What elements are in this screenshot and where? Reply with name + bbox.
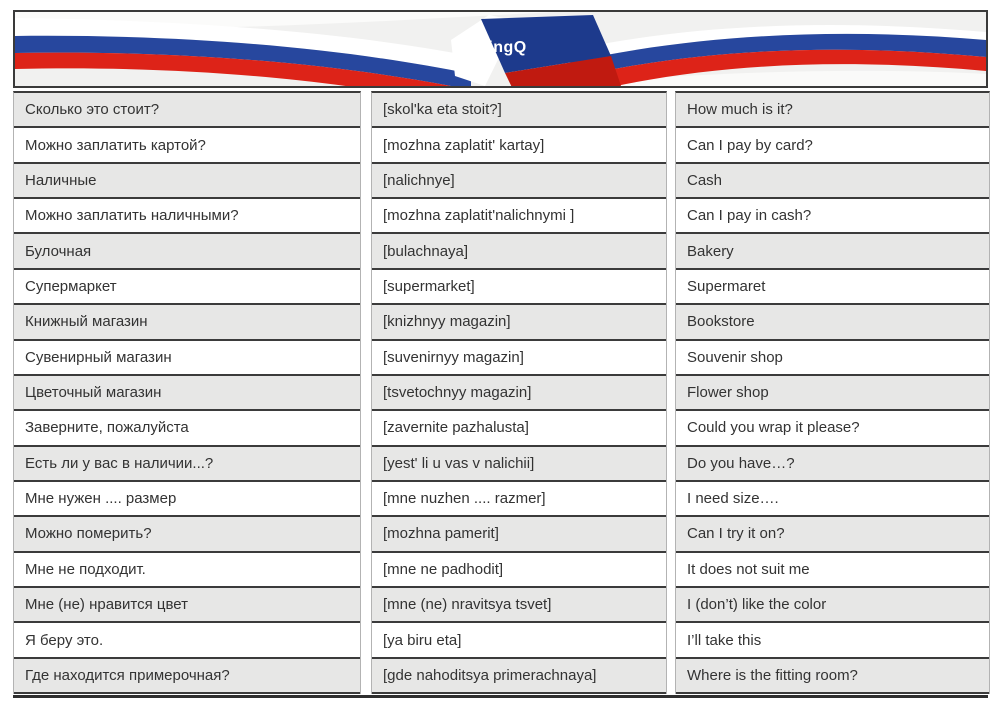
english-cell: Can I pay by card? bbox=[676, 128, 989, 164]
russian-cell: Супермаркет bbox=[14, 269, 360, 306]
russian-cell: Можно заплатить картой? bbox=[14, 128, 360, 164]
transliteration-cell: [nalichnye] bbox=[372, 163, 666, 200]
russian-cell: Я беру это. bbox=[14, 623, 360, 659]
transliteration-cell: [zavernite pazhalusta] bbox=[372, 411, 666, 447]
phrase-sheet-page: LingQ Сколько это стоит? Можно заплатить … bbox=[13, 10, 990, 698]
transliteration-cell: [ya biru eta] bbox=[372, 623, 666, 659]
russian-cell: Заверните, пожалуйста bbox=[14, 411, 360, 447]
russian-cell: Мне нужен .... размер bbox=[14, 481, 360, 518]
transliteration-cell: [yest' li u vas v nalichii] bbox=[372, 446, 666, 482]
english-cell: Souvenir shop bbox=[676, 340, 989, 376]
russian-cell: Сувенирный магазин bbox=[14, 340, 360, 376]
transliteration-cell: [mne nuzhen .... razmer] bbox=[372, 481, 666, 518]
russian-column: Сколько это стоит? Можно заплатить картой… bbox=[13, 91, 361, 695]
english-cell: Flower shop bbox=[676, 375, 989, 412]
russian-cell: Где находится примерочная? bbox=[14, 658, 360, 695]
transliteration-cell: [mozhna pamerit] bbox=[372, 517, 666, 553]
transliteration-cell: [mne ne padhodit] bbox=[372, 552, 666, 589]
english-cell: Bakery bbox=[676, 234, 989, 270]
russian-cell: Цветочный магазин bbox=[14, 375, 360, 412]
russian-flag-ribbon bbox=[15, 12, 986, 86]
transliteration-cell: [gde nahoditsya primerachnaya] bbox=[372, 658, 666, 695]
english-cell: How much is it? bbox=[676, 93, 989, 129]
russian-cell: Есть ли у вас в наличии...? bbox=[14, 446, 360, 482]
russian-cell: Булочная bbox=[14, 234, 360, 270]
transliteration-cell: [mne (ne) nravitsya tsvet] bbox=[372, 588, 666, 624]
lingq-pin-icon bbox=[480, 40, 492, 57]
english-cell: I’ll take this bbox=[676, 623, 989, 659]
english-cell: I (don’t) like the color bbox=[676, 588, 989, 624]
russian-cell: Книжный магазин bbox=[14, 305, 360, 341]
russian-cell: Можно заплатить наличными? bbox=[14, 199, 360, 235]
transliteration-cell: [supermarket] bbox=[372, 269, 666, 306]
english-column: How much is it? Can I pay by card? Cash Can… bbox=[675, 91, 990, 695]
english-cell: Where is the fitting room? bbox=[676, 658, 989, 695]
english-cell: I need size…. bbox=[676, 481, 989, 518]
transliteration-column: [skol'ka eta stoit?] [mozhna zaplatit' ka… bbox=[371, 91, 667, 695]
russian-cell: Сколько это стоит? bbox=[14, 93, 360, 129]
transliteration-cell: [suvenirnyy magazin] bbox=[372, 340, 666, 376]
russian-cell: Можно померить? bbox=[14, 517, 360, 553]
transliteration-cell: [mozhna zaplatit'nalichnymi ] bbox=[372, 199, 666, 235]
transliteration-cell: [skol'ka eta stoit?] bbox=[372, 93, 666, 129]
russian-cell: Наличные bbox=[14, 163, 360, 200]
transliteration-cell: [tsvetochnyy magazin] bbox=[372, 375, 666, 412]
english-cell: Cash bbox=[676, 163, 989, 200]
table-bottom-border bbox=[13, 695, 988, 698]
english-cell: Supermaret bbox=[676, 269, 989, 306]
english-cell: Could you wrap it please? bbox=[676, 411, 989, 447]
phrase-table: Сколько это стоит? Можно заплатить картой… bbox=[13, 91, 990, 698]
transliteration-cell: [mozhna zaplatit' kartay] bbox=[372, 128, 666, 164]
lingq-logo: LingQ bbox=[478, 39, 527, 57]
transliteration-cell: [bulachnaya] bbox=[372, 234, 666, 270]
english-cell: Bookstore bbox=[676, 305, 989, 341]
english-cell: Do you have…? bbox=[676, 446, 989, 482]
english-cell: Can I try it on? bbox=[676, 517, 989, 553]
english-cell: It does not suit me bbox=[676, 552, 989, 589]
russian-cell: Мне не подходит. bbox=[14, 552, 360, 589]
transliteration-cell: [knizhnyy magazin] bbox=[372, 305, 666, 341]
header-banner: LingQ bbox=[13, 10, 988, 88]
english-cell: Can I pay in cash? bbox=[676, 199, 989, 235]
russian-cell: Мне (не) нравится цвет bbox=[14, 588, 360, 624]
